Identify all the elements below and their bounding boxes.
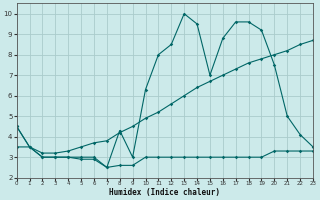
X-axis label: Humidex (Indice chaleur): Humidex (Indice chaleur) [109,188,220,197]
